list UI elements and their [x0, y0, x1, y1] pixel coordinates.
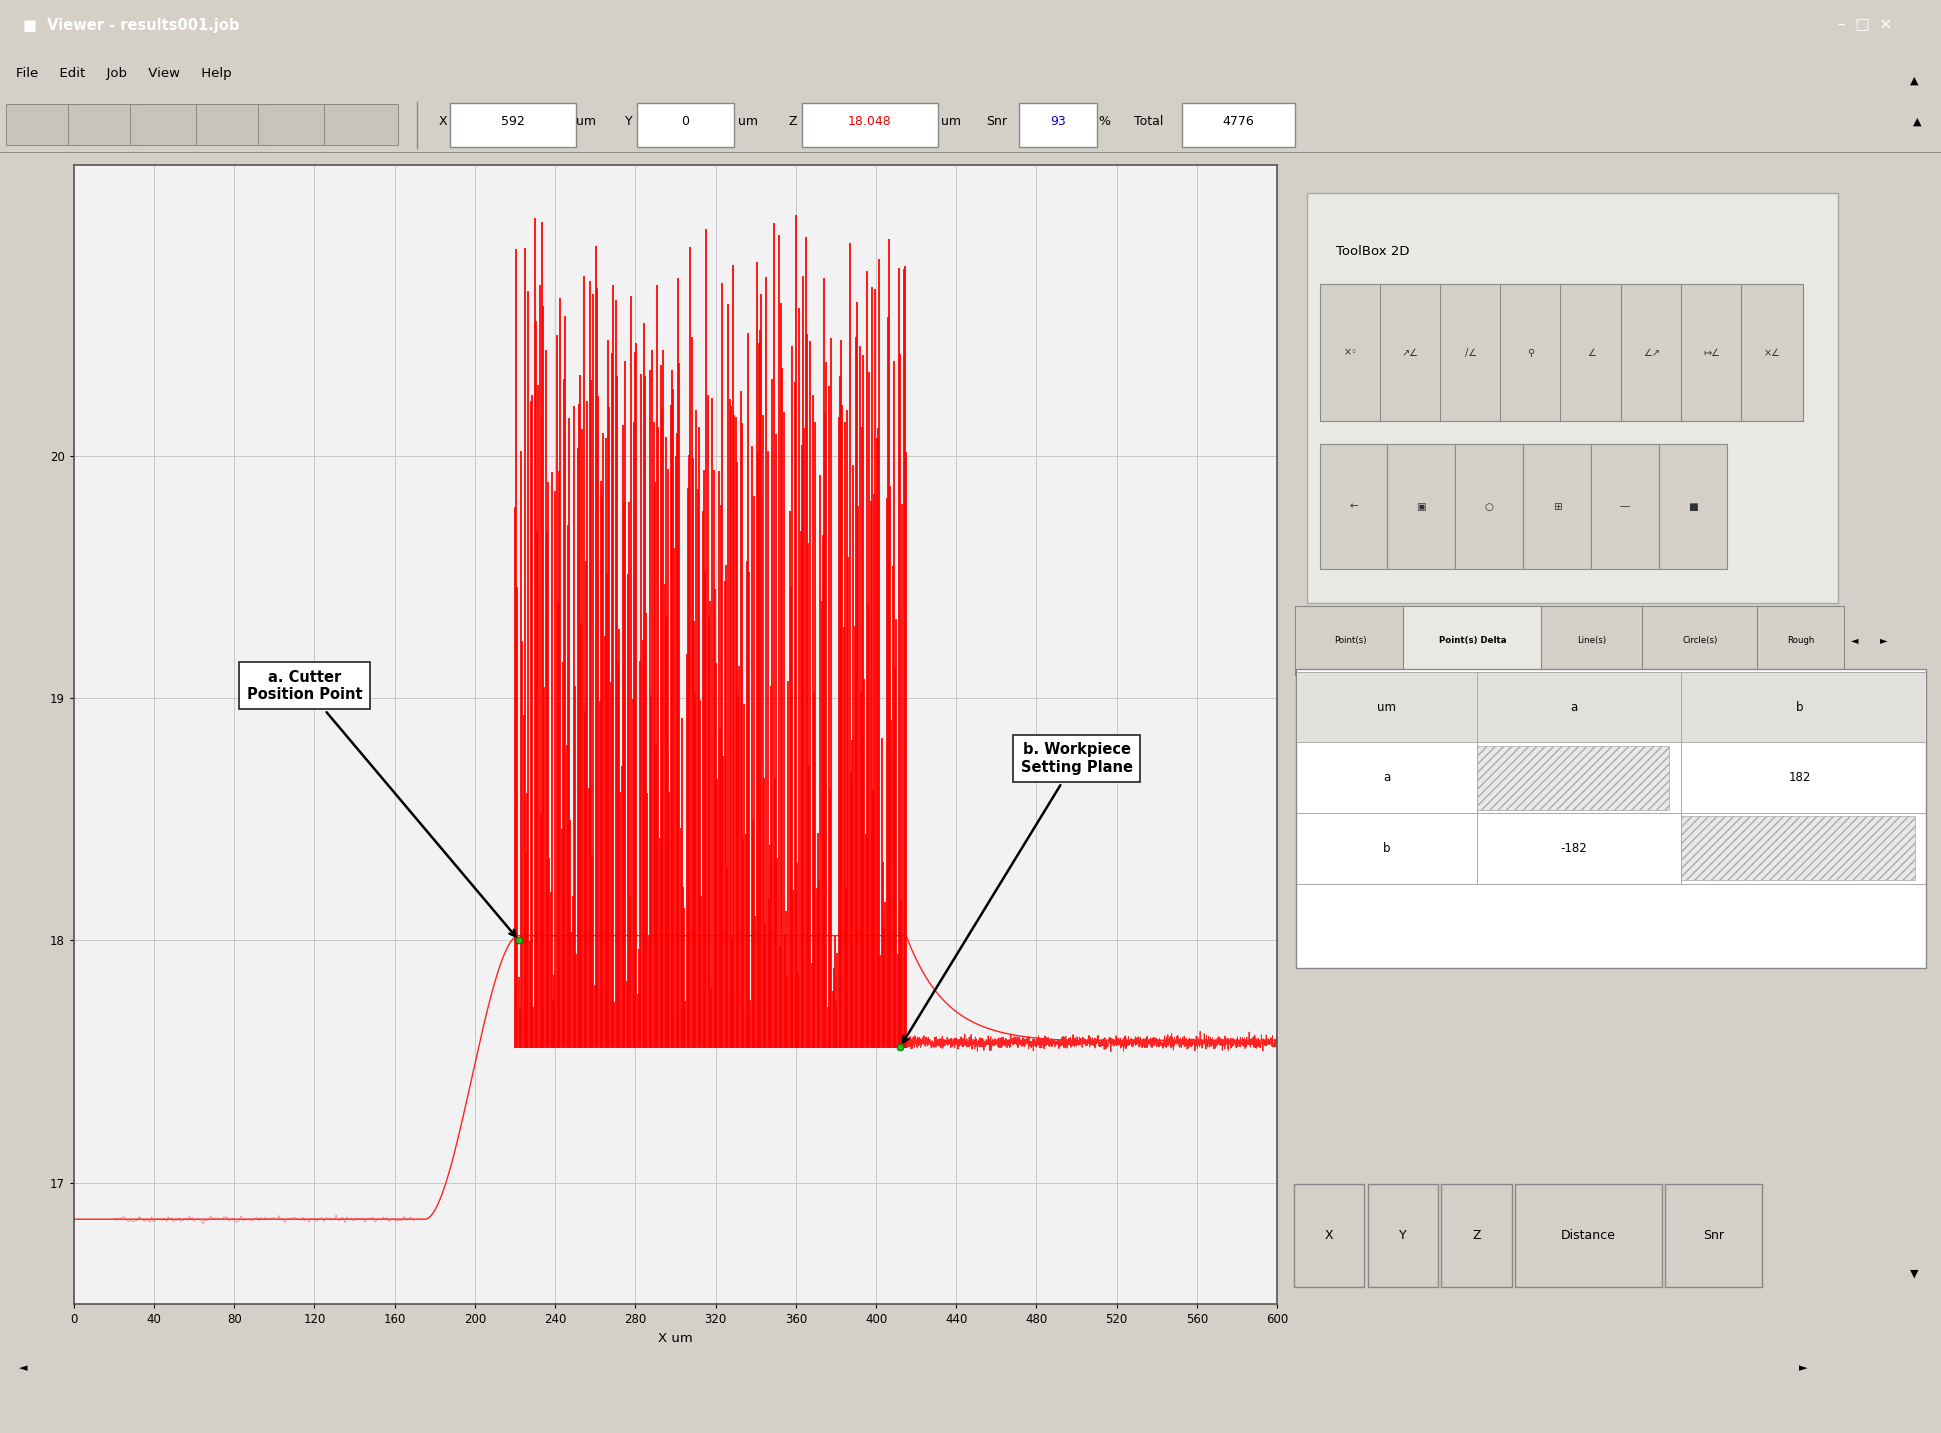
Text: um: um: [1378, 701, 1396, 714]
FancyBboxPatch shape: [1306, 193, 1838, 603]
Text: b. Workpiece
Setting Plane: b. Workpiece Setting Plane: [903, 742, 1134, 1042]
FancyBboxPatch shape: [1592, 444, 1660, 569]
Text: Z: Z: [788, 115, 796, 129]
FancyBboxPatch shape: [324, 105, 398, 145]
FancyBboxPatch shape: [68, 105, 142, 145]
Text: %: %: [1099, 115, 1110, 129]
Text: ►: ►: [1799, 1364, 1807, 1373]
FancyBboxPatch shape: [637, 103, 734, 146]
Text: a: a: [1570, 701, 1578, 714]
Text: ⚲: ⚲: [1528, 348, 1535, 358]
Text: a. Cutter
Position Point: a. Cutter Position Point: [247, 669, 516, 936]
Text: File     Edit     Job     View     Help: File Edit Job View Help: [16, 66, 231, 80]
Text: X: X: [1326, 1230, 1333, 1242]
Text: ∠: ∠: [1588, 348, 1596, 358]
Text: ▼: ▼: [1910, 1270, 1918, 1278]
Text: um: um: [738, 115, 757, 129]
FancyBboxPatch shape: [1681, 817, 1916, 880]
Text: ▲: ▲: [1910, 76, 1918, 85]
FancyBboxPatch shape: [130, 105, 204, 145]
FancyBboxPatch shape: [1297, 672, 1925, 742]
FancyBboxPatch shape: [1403, 606, 1541, 675]
Text: –  □  ×: – □ ×: [1838, 17, 1892, 33]
Text: a: a: [1384, 771, 1390, 784]
Text: ↗∠: ↗∠: [1401, 348, 1419, 358]
Text: Snr: Snr: [986, 115, 1007, 129]
FancyBboxPatch shape: [1182, 103, 1295, 146]
Text: 93: 93: [1050, 115, 1066, 129]
Text: ⊞: ⊞: [1553, 502, 1563, 512]
FancyBboxPatch shape: [1541, 606, 1644, 675]
Text: Point(s): Point(s): [1333, 636, 1366, 645]
Text: Circle(s): Circle(s): [1683, 636, 1718, 645]
Text: b: b: [1795, 701, 1803, 714]
FancyBboxPatch shape: [1741, 284, 1803, 421]
FancyBboxPatch shape: [1368, 1185, 1438, 1287]
FancyBboxPatch shape: [1524, 444, 1592, 569]
Text: Z: Z: [1473, 1230, 1481, 1242]
Text: um: um: [576, 115, 596, 129]
Text: ×◦: ×◦: [1343, 348, 1357, 358]
Text: ○: ○: [1485, 502, 1495, 512]
X-axis label: X um: X um: [658, 1331, 693, 1344]
FancyBboxPatch shape: [1019, 103, 1097, 146]
Text: ↦∠: ↦∠: [1702, 348, 1720, 358]
FancyBboxPatch shape: [1380, 284, 1442, 421]
FancyBboxPatch shape: [450, 103, 576, 146]
Text: 0: 0: [681, 115, 689, 129]
FancyBboxPatch shape: [1757, 606, 1844, 675]
Text: /∠: /∠: [1465, 348, 1477, 358]
FancyBboxPatch shape: [196, 105, 270, 145]
FancyBboxPatch shape: [1477, 745, 1669, 810]
FancyBboxPatch shape: [1320, 284, 1382, 421]
FancyBboxPatch shape: [1660, 444, 1727, 569]
Text: ∠↗: ∠↗: [1642, 348, 1660, 358]
Text: ■: ■: [1689, 502, 1698, 512]
Text: Snr: Snr: [1702, 1230, 1724, 1242]
Text: -182: -182: [1561, 841, 1588, 856]
FancyBboxPatch shape: [1297, 669, 1925, 967]
Text: 592: 592: [501, 115, 524, 129]
FancyBboxPatch shape: [1561, 284, 1623, 421]
FancyBboxPatch shape: [1442, 1185, 1512, 1287]
FancyBboxPatch shape: [1320, 444, 1388, 569]
Text: Point(s) Delta: Point(s) Delta: [1438, 636, 1506, 645]
Text: ×∠: ×∠: [1762, 348, 1780, 358]
FancyBboxPatch shape: [1295, 1185, 1365, 1287]
FancyBboxPatch shape: [1500, 284, 1563, 421]
Text: um: um: [941, 115, 961, 129]
Text: ▣: ▣: [1417, 502, 1427, 512]
Text: Total: Total: [1134, 115, 1163, 129]
Text: Line(s): Line(s): [1578, 636, 1607, 645]
FancyBboxPatch shape: [1642, 606, 1759, 675]
FancyBboxPatch shape: [258, 105, 332, 145]
FancyBboxPatch shape: [1621, 284, 1683, 421]
FancyBboxPatch shape: [1516, 1185, 1661, 1287]
Text: —: —: [1621, 502, 1630, 512]
Text: ■  Viewer - results001.job: ■ Viewer - results001.job: [23, 17, 239, 33]
Text: ◄: ◄: [19, 1364, 27, 1373]
Text: 4776: 4776: [1223, 115, 1254, 129]
Text: 18.048: 18.048: [848, 115, 891, 129]
FancyBboxPatch shape: [1440, 284, 1502, 421]
FancyBboxPatch shape: [1456, 444, 1524, 569]
Text: 182: 182: [1790, 771, 1811, 784]
Text: Distance: Distance: [1561, 1230, 1617, 1242]
FancyBboxPatch shape: [1388, 444, 1456, 569]
FancyBboxPatch shape: [1295, 606, 1405, 675]
FancyBboxPatch shape: [1681, 284, 1743, 421]
Text: ←: ←: [1349, 502, 1359, 512]
Text: ToolBox 2D: ToolBox 2D: [1335, 245, 1409, 258]
Text: Rough: Rough: [1788, 636, 1815, 645]
Text: b: b: [1384, 841, 1390, 856]
Text: ►: ►: [1881, 635, 1887, 645]
FancyBboxPatch shape: [802, 103, 938, 146]
FancyBboxPatch shape: [1665, 1185, 1762, 1287]
Text: Y: Y: [1399, 1230, 1407, 1242]
Text: ◄: ◄: [1852, 635, 1859, 645]
Text: Y: Y: [625, 115, 633, 129]
Text: X: X: [439, 115, 446, 129]
Text: ▲: ▲: [1914, 118, 1922, 126]
FancyBboxPatch shape: [6, 105, 80, 145]
